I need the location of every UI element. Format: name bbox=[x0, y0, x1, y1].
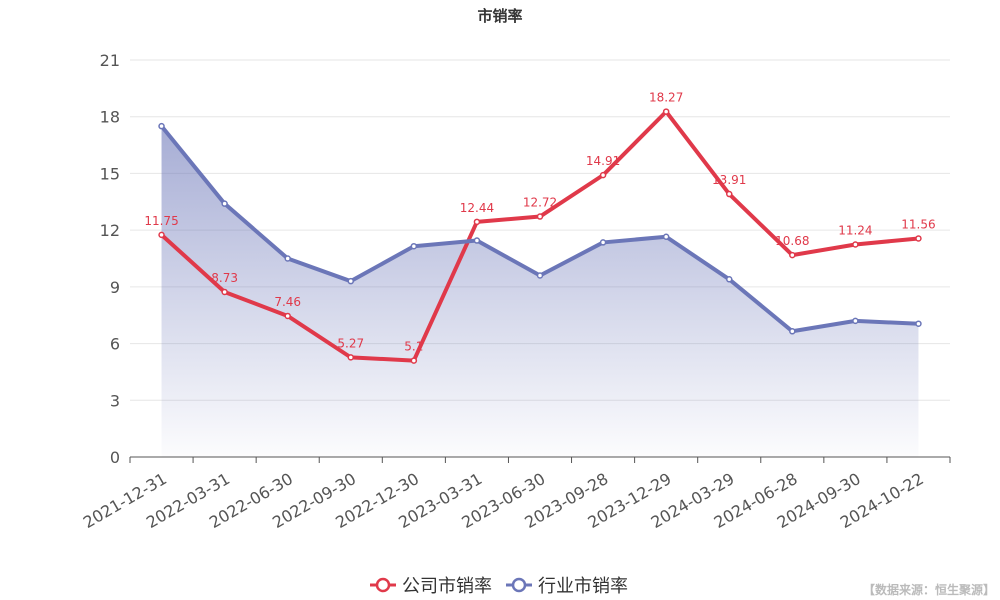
data-point[interactable] bbox=[347, 277, 355, 285]
data-point[interactable] bbox=[852, 241, 859, 248]
data-point[interactable] bbox=[662, 233, 670, 241]
legend-label: 公司市销率 bbox=[402, 576, 492, 597]
data-point[interactable] bbox=[410, 242, 418, 250]
data-point[interactable] bbox=[725, 276, 733, 283]
data-point[interactable] bbox=[536, 272, 544, 279]
data-point[interactable] bbox=[662, 108, 670, 115]
data-point[interactable] bbox=[599, 171, 607, 179]
data-point[interactable] bbox=[284, 312, 291, 320]
data-point[interactable] bbox=[725, 190, 733, 198]
data-label: 11.24 bbox=[838, 224, 872, 238]
data-label: 5.1 bbox=[404, 340, 423, 354]
y-tick-label: 15 bbox=[100, 164, 120, 183]
data-point[interactable] bbox=[852, 317, 859, 325]
lines-layer bbox=[158, 108, 922, 364]
data-point[interactable] bbox=[789, 251, 796, 259]
area-layer bbox=[161, 126, 919, 458]
data-point[interactable] bbox=[221, 288, 228, 296]
data-point[interactable] bbox=[347, 354, 355, 361]
data-point[interactable] bbox=[915, 235, 922, 242]
data-label: 12.72 bbox=[523, 196, 557, 210]
data-label: 11.56 bbox=[901, 217, 935, 231]
legend[interactable]: 公司市销率 行业市销率 bbox=[370, 576, 628, 597]
legend-item-0[interactable]: 公司市销率 bbox=[370, 576, 492, 597]
series-area-1 bbox=[161, 126, 919, 458]
data-point[interactable] bbox=[284, 255, 291, 262]
legend-swatch-marker bbox=[375, 577, 391, 593]
source-label: 【数据来源：恒生聚源】 bbox=[863, 582, 995, 597]
data-point[interactable] bbox=[410, 357, 418, 364]
data-point[interactable] bbox=[599, 239, 607, 246]
data-label: 5.27 bbox=[337, 336, 364, 350]
data-point[interactable] bbox=[158, 231, 165, 239]
y-tick-label: 21 bbox=[100, 51, 120, 70]
data-label: 13.91 bbox=[712, 173, 746, 187]
data-label: 14.91 bbox=[586, 154, 620, 168]
data-label: 8.73 bbox=[211, 271, 238, 285]
data-label: 11.75 bbox=[144, 214, 178, 228]
data-label: 18.27 bbox=[649, 91, 683, 105]
legend-swatch-marker bbox=[511, 577, 527, 593]
data-labels: 11.75 8.73 7.46 5.27 5.1 12.44 12.72 14.91 18.27… bbox=[144, 91, 935, 354]
y-tick-label: 12 bbox=[100, 221, 120, 240]
data-point[interactable] bbox=[221, 200, 228, 207]
y-tick-label: 9 bbox=[110, 278, 120, 297]
legend-label: 行业市销率 bbox=[538, 576, 628, 597]
y-tick-label: 0 bbox=[110, 448, 120, 467]
data-label: 7.46 bbox=[274, 295, 301, 309]
data-point[interactable] bbox=[473, 237, 481, 244]
data-point[interactable] bbox=[536, 213, 544, 220]
data-point[interactable] bbox=[789, 328, 796, 335]
legend-item-1[interactable]: 行业市销率 bbox=[506, 576, 628, 597]
data-point[interactable] bbox=[158, 122, 165, 130]
y-tick-label: 18 bbox=[100, 108, 120, 127]
chart-title: 市销率 bbox=[477, 7, 522, 25]
data-label: 12.44 bbox=[460, 201, 494, 215]
y-tick-label: 6 bbox=[110, 335, 120, 354]
y-tick-label: 3 bbox=[110, 391, 120, 410]
data-point[interactable] bbox=[473, 218, 481, 226]
data-label: 10.68 bbox=[775, 234, 809, 248]
data-point[interactable] bbox=[915, 320, 922, 327]
